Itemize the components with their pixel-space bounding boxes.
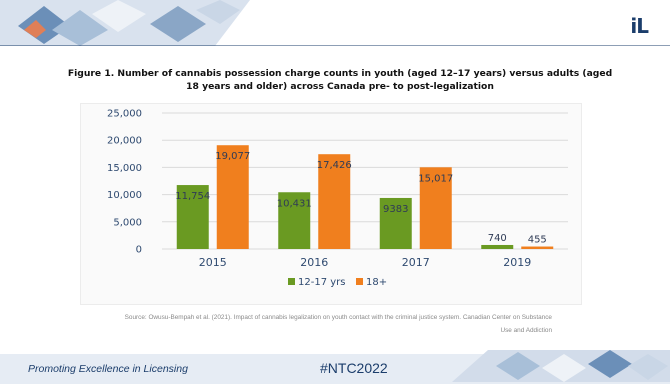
x-category-label: 2015 bbox=[199, 256, 227, 269]
x-axis-categories: 2015 2016 2017 2019 bbox=[199, 256, 532, 269]
legend-label: 12-17 yrs bbox=[298, 277, 345, 288]
bar-youth-2017 bbox=[379, 197, 412, 249]
bar-youth-2016 bbox=[278, 192, 311, 249]
data-label: 455 bbox=[528, 235, 547, 246]
x-category-label: 2016 bbox=[300, 256, 328, 269]
logo: iL bbox=[630, 14, 649, 38]
bar-adult-2016 bbox=[318, 154, 351, 249]
bar-adult-2019 bbox=[521, 246, 554, 249]
data-label: 10,431 bbox=[277, 198, 312, 209]
y-tick-label: 25,000 bbox=[107, 109, 142, 120]
y-tick-label: 0 bbox=[136, 245, 142, 256]
data-label: 15,017 bbox=[418, 173, 453, 184]
y-tick-label: 15,000 bbox=[107, 163, 142, 174]
y-tick-label: 10,000 bbox=[107, 190, 142, 201]
bar-adult-2017 bbox=[419, 167, 452, 249]
footer-hashtag: #NTC2022 bbox=[320, 360, 388, 376]
legend-swatch bbox=[288, 278, 295, 285]
footer-decoration bbox=[452, 350, 670, 382]
data-label: 11,754 bbox=[175, 191, 210, 202]
y-tick-label: 5,000 bbox=[113, 217, 142, 228]
bar-adult-2015 bbox=[216, 145, 249, 249]
data-label: 740 bbox=[488, 233, 507, 244]
bar-youth-2019 bbox=[481, 244, 514, 249]
legend-label: 18+ bbox=[366, 277, 387, 288]
legend-swatch bbox=[356, 278, 363, 285]
bars bbox=[176, 145, 554, 249]
data-label: 19,077 bbox=[215, 151, 250, 162]
bar-chart: 0 5,000 10,000 15,000 20,000 25,000 11,754 19,… bbox=[107, 109, 568, 288]
data-label: 9383 bbox=[383, 204, 408, 215]
x-category-label: 2019 bbox=[503, 256, 531, 269]
header-banner bbox=[0, 0, 670, 46]
y-axis-ticks: 0 5,000 10,000 15,000 20,000 25,000 bbox=[107, 109, 142, 256]
data-labels: 11,754 19,077 10,431 17,426 9383 15,017 740 455 bbox=[175, 151, 547, 245]
x-category-label: 2017 bbox=[402, 256, 430, 269]
figure-title: Figure 1. Number of cannabis possession … bbox=[67, 68, 613, 92]
source-citation: Source: Owusu-Bempah et al. (2021). Impa… bbox=[124, 314, 552, 334]
footer-tagline: Promoting Excellence in Licensing bbox=[28, 363, 188, 375]
y-tick-label: 20,000 bbox=[107, 136, 142, 147]
legend: 12-17 yrs 18+ bbox=[288, 277, 387, 288]
bar-youth-2015 bbox=[176, 185, 209, 249]
data-label: 17,426 bbox=[317, 160, 352, 171]
